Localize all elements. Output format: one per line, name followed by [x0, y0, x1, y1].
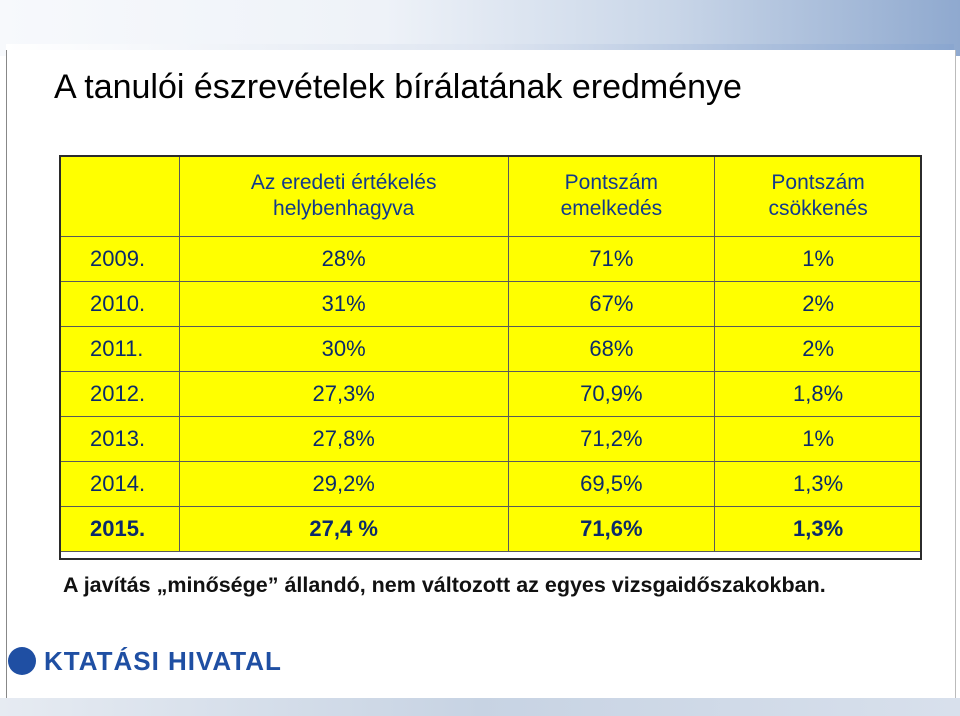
increase-cell: 71,6% — [507, 506, 716, 552]
table-row: 2011. 30% 68% 2% — [59, 326, 922, 372]
increase-cell: 71% — [507, 236, 716, 282]
header-increase-label: Pontszám emelkedés — [560, 171, 663, 220]
table-row: 2015. 27,4 % 71,6% 1,3% — [59, 506, 922, 552]
year-cell: 2010. — [59, 281, 180, 327]
decrease-cell: 2% — [714, 281, 922, 327]
unchanged-cell: 30% — [178, 326, 509, 372]
increase-cell: 71,2% — [507, 416, 716, 462]
year-cell: 2012. — [59, 371, 180, 417]
year-cell: 2014. — [59, 461, 180, 507]
table-row: 2013. 27,8% 71,2% 1% — [59, 416, 922, 462]
decrease-cell: 1% — [714, 416, 922, 462]
results-table: Az eredeti értékelés helybenhagyva Ponts… — [59, 155, 922, 552]
year-cell: 2013. — [59, 416, 180, 462]
oktatasi-hivatal-logo: KTATÁSI HIVATAL — [8, 645, 282, 677]
decrease-cell: 1,3% — [714, 506, 922, 552]
table-row: 2009. 28% 71% 1% — [59, 236, 922, 282]
increase-cell: 67% — [507, 281, 716, 327]
unchanged-cell: 29,2% — [178, 461, 509, 507]
year-cell: 2009. — [59, 236, 180, 282]
header-cell-increase: Pontszám emelkedés — [507, 155, 716, 237]
decrease-cell: 2% — [714, 326, 922, 372]
year-cell: 2015. — [59, 506, 180, 552]
decrease-cell: 1% — [714, 236, 922, 282]
unchanged-cell: 28% — [178, 236, 509, 282]
header-cell-decrease: Pontszám csökkenés — [714, 155, 922, 237]
logo-circle-icon — [8, 647, 36, 675]
header-unchanged-label: Az eredeti értékelés helybenhagyva — [250, 171, 437, 220]
header-cell-unchanged: Az eredeti értékelés helybenhagyva — [178, 155, 509, 237]
slide-top-band — [0, 0, 960, 56]
header-decrease-label: Pontszám csökkenés — [768, 171, 868, 220]
table-row: 2014. 29,2% 69,5% 1,3% — [59, 461, 922, 507]
unchanged-cell: 31% — [178, 281, 509, 327]
logo-text: KTATÁSI HIVATAL — [44, 645, 282, 676]
unchanged-cell: 27,3% — [178, 371, 509, 417]
decrease-cell: 1,8% — [714, 371, 922, 417]
increase-cell: 68% — [507, 326, 716, 372]
unchanged-cell: 27,4 % — [178, 506, 509, 552]
header-cell-empty — [59, 155, 180, 237]
decrease-cell: 1,3% — [714, 461, 922, 507]
table-row: 2010. 31% 67% 2% — [59, 281, 922, 327]
slide-title: A tanulói észrevételek bírálatának eredm… — [54, 68, 742, 106]
unchanged-cell: 27,8% — [178, 416, 509, 462]
increase-cell: 69,5% — [507, 461, 716, 507]
increase-cell: 70,9% — [507, 371, 716, 417]
table-row: 2012. 27,3% 70,9% 1,8% — [59, 371, 922, 417]
table-header-row: Az eredeti értékelés helybenhagyva Ponts… — [59, 155, 922, 237]
slide-bottom-band — [0, 698, 960, 716]
year-cell: 2011. — [59, 326, 180, 372]
footnote: A javítás „minősége” állandó, nem változ… — [63, 573, 826, 597]
